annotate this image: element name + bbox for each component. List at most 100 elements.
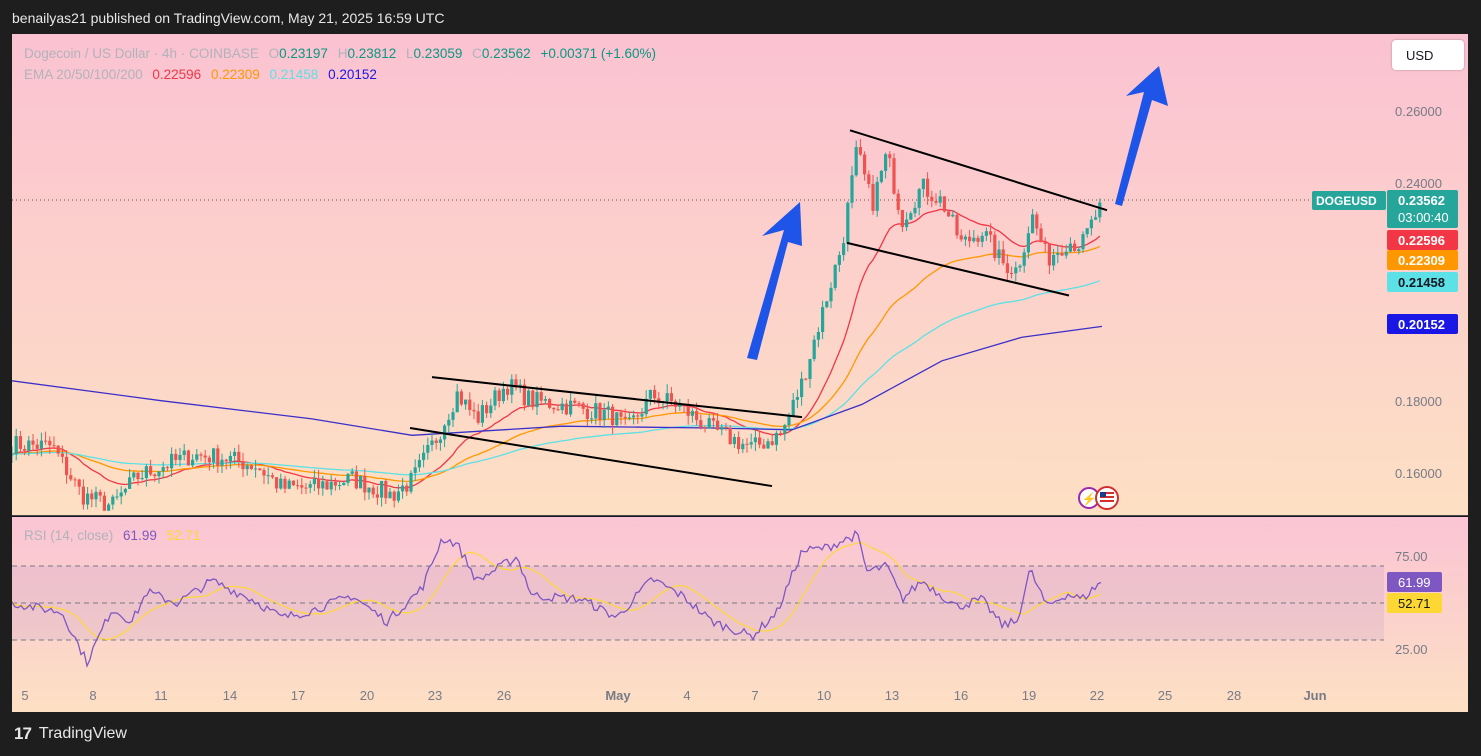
candle-body <box>35 444 39 449</box>
candle-body <box>800 378 804 398</box>
candle-body <box>531 390 535 408</box>
candle-body <box>732 437 736 445</box>
candle-body <box>644 398 648 415</box>
tradingview-logo-icon[interactable]: 17 <box>14 724 32 743</box>
candle-body <box>287 480 291 489</box>
candle-body <box>842 243 846 256</box>
candle-body <box>266 475 270 477</box>
time-tick: 7 <box>751 688 758 703</box>
candle-body <box>753 437 757 443</box>
candle-body <box>720 426 724 430</box>
candle-body <box>850 175 854 203</box>
candle-body <box>829 287 833 302</box>
candle-body <box>795 397 799 400</box>
candle-body <box>997 249 1001 259</box>
candle-body <box>926 178 930 197</box>
candle-body <box>132 472 136 478</box>
time-scale[interactable]: 5 8 11 14 17 20 23 26 May 4 7 10 13 16 19 22 25 28 Jun <box>21 688 1326 703</box>
candle-body <box>338 485 342 487</box>
ema-label[interactable]: EMA 20/50/100/200 <box>24 67 143 82</box>
ema50-badge-text: 0.22309 <box>1398 253 1445 268</box>
candle-body <box>938 196 942 203</box>
ema100-badge-text: 0.21458 <box>1398 275 1445 290</box>
candle-body <box>921 178 925 190</box>
candle-body <box>308 484 312 488</box>
candle-body <box>632 415 636 418</box>
candle-body <box>350 471 354 474</box>
candle-body <box>157 471 161 477</box>
candle-body <box>703 427 707 429</box>
currency-button[interactable]: USD <box>1392 40 1464 70</box>
candle-body <box>1085 228 1089 235</box>
breakout-arrow-left[interactable] <box>747 202 802 360</box>
candle-body <box>86 493 90 505</box>
candle-body <box>115 496 119 498</box>
rsi-pane-background <box>12 517 1468 712</box>
candle-body <box>825 301 829 308</box>
candle-body <box>900 209 904 227</box>
candle-body <box>716 420 720 430</box>
ema50-line <box>11 245 1101 483</box>
candle-body <box>972 237 976 242</box>
tradingview-brand[interactable]: TradingView <box>38 725 127 742</box>
candle-body <box>182 450 186 455</box>
time-tick: 28 <box>1227 688 1241 703</box>
time-tick: 10 <box>817 688 831 703</box>
rsi-ma-badge <box>1387 593 1442 613</box>
rsi-ma-line <box>11 542 1102 641</box>
candle-body <box>1005 263 1009 273</box>
candle-body <box>241 461 245 470</box>
candle-body <box>283 478 287 489</box>
candle-body <box>909 213 913 220</box>
candles <box>10 138 1102 511</box>
legend[interactable]: Dogecoin / US Dollar · 4h · COINBASE O0.… <box>24 46 656 543</box>
candle-body <box>837 255 841 265</box>
time-tick: 13 <box>885 688 899 703</box>
ema100-badge <box>1387 272 1458 292</box>
candle-body <box>111 496 115 505</box>
price-tick: 0.18000 <box>1395 394 1442 409</box>
candle-body <box>913 207 917 214</box>
breakout-arrow-right[interactable] <box>1115 66 1168 206</box>
candle-body <box>573 400 577 403</box>
rsi-label[interactable]: RSI (14, close) <box>24 528 113 543</box>
footer: 17 TradingView <box>14 724 127 744</box>
candle-body <box>1010 272 1014 274</box>
legend-symbol[interactable]: Dogecoin / US Dollar · 4h · COINBASE <box>24 46 259 61</box>
candle-body <box>846 202 850 244</box>
ema20-badge <box>1387 230 1458 250</box>
candle-body <box>506 388 510 395</box>
trendline <box>431 376 803 419</box>
candle-body <box>879 170 883 182</box>
legend-rsi-line: RSI (14, close) 61.99 52.71 <box>24 528 200 543</box>
candle-body <box>312 478 316 485</box>
chart-area[interactable]: ⚡ 0.26000 0.24000 0.18000 0.16000 DOGEUS… <box>10 34 1468 712</box>
candle-body <box>464 399 468 405</box>
candle-body <box>354 471 358 489</box>
trendlines[interactable] <box>409 129 1108 488</box>
candle-body <box>136 472 140 480</box>
candle-body <box>144 466 148 479</box>
event-icons[interactable]: ⚡ <box>1078 486 1119 510</box>
candle-body <box>438 439 442 443</box>
candle-body <box>564 403 568 415</box>
candle-body <box>430 440 434 445</box>
candle-body <box>989 231 993 235</box>
candle-body <box>60 453 64 457</box>
candle-body <box>65 456 69 476</box>
candle-body <box>216 448 220 466</box>
rsi-scale[interactable]: 75.00 25.00 61.99 52.71 <box>1387 549 1442 657</box>
price-tick: 0.26000 <box>1395 104 1442 119</box>
candle-body <box>321 481 325 489</box>
price-scale[interactable]: 0.26000 0.24000 0.18000 0.16000 <box>1395 104 1442 481</box>
candle-body <box>296 485 300 487</box>
candle-body <box>245 465 249 470</box>
time-tick: 25 <box>1158 688 1172 703</box>
candle-body <box>459 391 463 405</box>
tradingview-chart[interactable]: ⚡ 0.26000 0.24000 0.18000 0.16000 DOGEUS… <box>10 34 1468 712</box>
candle-body <box>270 475 274 478</box>
candle-body <box>207 457 211 463</box>
candle-body <box>833 264 837 288</box>
bar-countdown: 03:00:40 <box>1398 210 1449 225</box>
candle-body <box>73 479 77 481</box>
